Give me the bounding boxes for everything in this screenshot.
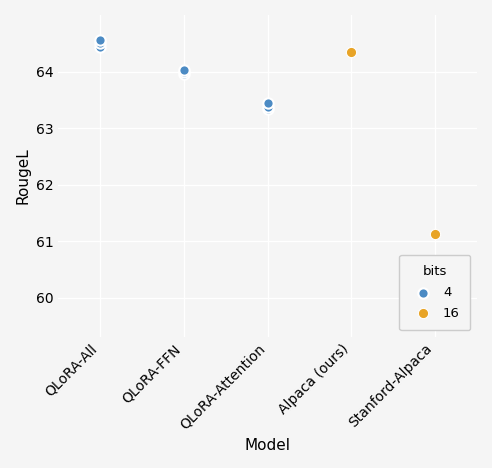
Point <box>264 106 272 113</box>
Point <box>264 103 272 110</box>
Point <box>96 43 104 51</box>
Point <box>96 37 104 44</box>
X-axis label: Model: Model <box>245 438 291 453</box>
Point <box>431 314 439 321</box>
Legend: 4, 16: 4, 16 <box>400 255 470 330</box>
Point <box>347 48 355 56</box>
Point <box>180 66 188 74</box>
Point <box>431 230 439 237</box>
Point <box>180 68 188 76</box>
Point <box>96 39 104 47</box>
Point <box>180 71 188 78</box>
Y-axis label: RougeL: RougeL <box>15 148 30 205</box>
Point <box>264 99 272 107</box>
